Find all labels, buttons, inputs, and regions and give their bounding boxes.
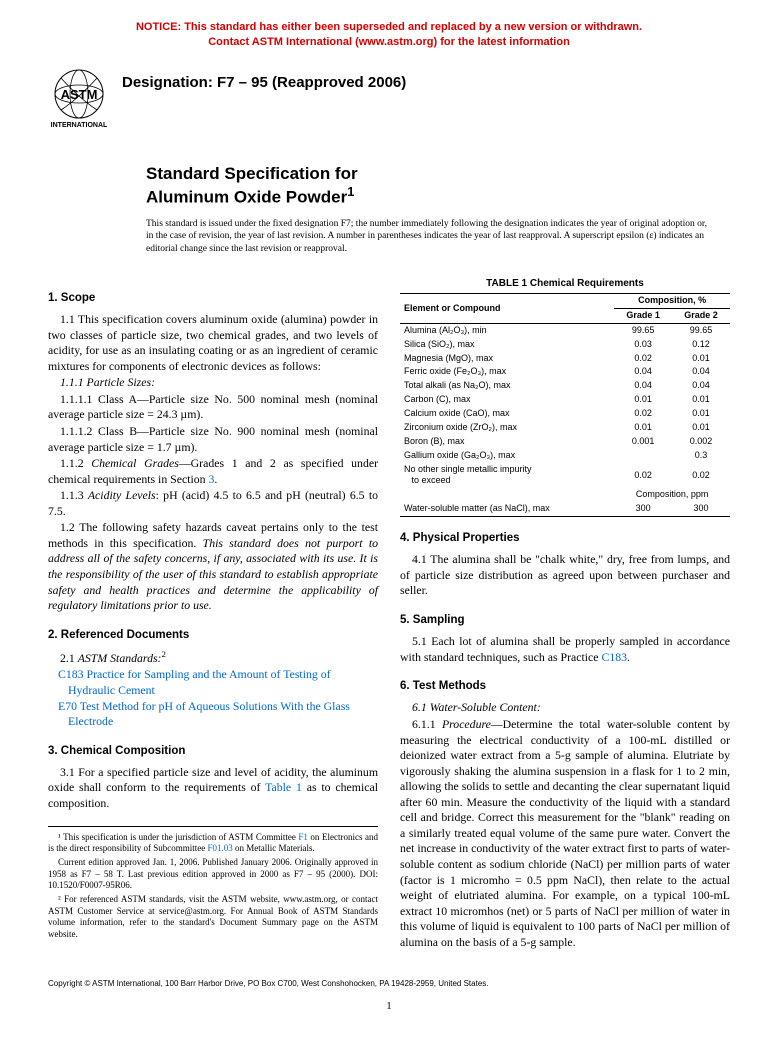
astm-logo: ASTM INTERNATIONAL <box>48 68 110 135</box>
svg-text:ASTM: ASTM <box>61 87 98 102</box>
col-element: Element or Compound <box>400 294 614 324</box>
para-1-1: 1.1 This specification covers aluminum o… <box>48 312 378 374</box>
para-1-1-3: 1.1.3 Acidity Levels: pH (acid) 4.5 to 6… <box>48 488 378 519</box>
two-columns: 1. Scope 1.1 This specification covers a… <box>48 277 730 952</box>
ref-c183[interactable]: C183 Practice for Sampling and the Amoun… <box>68 667 378 698</box>
composition-ppm-label: Composition, ppm <box>614 488 730 502</box>
para-5-1: 5.1 Each lot of alumina shall be properl… <box>400 634 730 665</box>
footnote-1: ¹ This specification is under the jurisd… <box>48 832 378 855</box>
table-row: Carbon (C), max0.010.01 <box>400 393 730 407</box>
link-committee-f1[interactable]: F1 <box>298 832 308 842</box>
title-block: Standard Specification for Aluminum Oxid… <box>146 163 730 208</box>
page: NOTICE: This standard has either been su… <box>0 0 778 1042</box>
right-column: TABLE 1 Chemical Requirements Element or… <box>400 277 730 952</box>
para-6-1-1: 6.1.1 Procedure—Determine the total wate… <box>400 717 730 950</box>
col-composition: Composition, % <box>614 294 730 309</box>
notice-line2: Contact ASTM International (www.astm.org… <box>208 36 570 48</box>
table-row: Gallium oxide (Ga₂O₃), max0.3 <box>400 449 730 463</box>
footnote-1-cont: Current edition approved Jan. 1, 2006. P… <box>48 857 378 892</box>
para-3-1: 3.1 For a specified particle size and le… <box>48 765 378 812</box>
para-4-1: 4.1 The alumina shall be "chalk white," … <box>400 552 730 599</box>
ref-e70[interactable]: E70 Test Method for pH of Aqueous Soluti… <box>68 699 378 730</box>
designation: Designation: F7 – 95 (Reapproved 2006) <box>122 74 406 91</box>
col-grade2: Grade 2 <box>672 308 730 323</box>
table-row: Calcium oxide (CaO), max0.020.01 <box>400 407 730 421</box>
table-row: Ferric oxide (Fe₂O₃), max0.040.04 <box>400 365 730 379</box>
table-row: Silica (SiO₂), max0.030.12 <box>400 338 730 352</box>
para-1-1-2: 1.1.2 Chemical Grades—Grades 1 and 2 as … <box>48 456 378 487</box>
table-1-title: TABLE 1 Chemical Requirements <box>400 277 730 290</box>
refdocs-heading: 2. Referenced Documents <box>48 628 378 643</box>
notice-line1: NOTICE: This standard has either been su… <box>136 21 642 33</box>
table-row: Magnesia (MgO), max0.020.01 <box>400 352 730 366</box>
footnote-2: ² For referenced ASTM standards, visit t… <box>48 894 378 941</box>
table-1: Element or Compound Composition, % Grade… <box>400 293 730 517</box>
para-1-2: 1.2 The following safety hazards caveat … <box>48 520 378 613</box>
scope-heading: 1. Scope <box>48 291 378 306</box>
water-soluble-row: Water-soluble matter (as NaCl), max <box>400 502 614 516</box>
svg-text:INTERNATIONAL: INTERNATIONAL <box>51 122 108 129</box>
table-row: Zirconium oxide (ZrO₂), max0.010.01 <box>400 421 730 435</box>
footnotes: ¹ This specification is under the jurisd… <box>48 826 378 941</box>
link-subcommittee[interactable]: F01.03 <box>207 843 232 853</box>
para-1-1-1: 1.1.1 Particle Sizes: <box>48 375 378 391</box>
notice-banner: NOTICE: This standard has either been su… <box>48 20 730 50</box>
chem-heading: 3. Chemical Composition <box>48 744 378 759</box>
header-row: ASTM INTERNATIONAL Designation: F7 – 95 … <box>48 68 730 135</box>
para-2-1: 2.1 ASTM Standards:2 <box>48 649 378 666</box>
issue-note: This standard is issued under the fixed … <box>146 218 710 255</box>
copyright: Copyright © ASTM International, 100 Barr… <box>48 979 730 988</box>
link-c183[interactable]: C183 <box>601 650 627 664</box>
table-row: No other single metallic impurity to exc… <box>400 463 730 489</box>
para-6-1: 6.1 Water-Soluble Content: <box>400 700 730 716</box>
sampling-heading: 5. Sampling <box>400 613 730 628</box>
page-number: 1 <box>48 1000 730 1012</box>
table-row: Boron (B), max0.0010.002 <box>400 435 730 449</box>
left-column: 1. Scope 1.1 This specification covers a… <box>48 277 378 952</box>
phys-heading: 4. Physical Properties <box>400 531 730 546</box>
document-title: Standard Specification for Aluminum Oxid… <box>146 163 730 208</box>
table-row: Alumina (Al₂O₃), min99.6599.65 <box>400 323 730 337</box>
para-1-1-1-1: 1.1.1.1 Class A—Particle size No. 500 no… <box>48 392 378 423</box>
col-grade1: Grade 1 <box>614 308 672 323</box>
para-1-1-1-2: 1.1.1.2 Class B—Particle size No. 900 no… <box>48 424 378 455</box>
link-table-1[interactable]: Table 1 <box>265 780 302 794</box>
table-row: Total alkali (as Na₂O), max0.040.04 <box>400 379 730 393</box>
test-heading: 6. Test Methods <box>400 679 730 694</box>
